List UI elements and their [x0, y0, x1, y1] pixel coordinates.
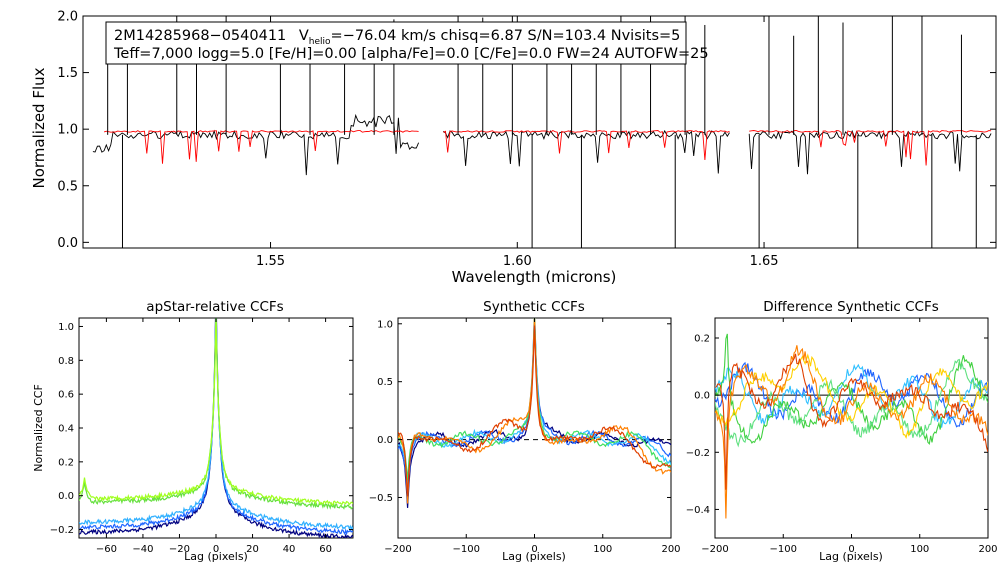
synthetic-ccf-line-visit1	[398, 318, 671, 508]
x-tick-label: 100	[593, 544, 612, 555]
apstar-ccf-line-visit4	[79, 318, 353, 510]
difference-ccf-line-visit4	[715, 358, 988, 448]
y-tick-label: 0.0	[377, 435, 393, 446]
apstar-plot-area	[79, 318, 353, 538]
spectrum-annotation-box: 2M14285968−0540411 Vhelio=−76.04 km/s ch…	[105, 21, 709, 65]
apstar-ccf-title: apStar-relative CCFs	[146, 299, 283, 315]
x-tick-label: 20	[246, 544, 259, 555]
x-tick-label: 0	[848, 544, 854, 555]
apstar-x-ticks: −60 −40 −20 0 20 40 60	[96, 318, 332, 555]
x-tick-label: −200	[384, 544, 411, 555]
y-tick-label: 0.2	[58, 457, 74, 468]
x-tick-label: −200	[701, 544, 728, 555]
y-tick-label: −0.4	[686, 505, 710, 516]
synthetic-ccf-panel: Synthetic CCFs −200 −100 0 100 200 −0.5 0.0 0.…	[369, 299, 681, 563]
synthetic-ccf-line-visit2	[398, 318, 671, 502]
x-tick-label: 100	[910, 544, 929, 555]
x-tick-label: 0	[531, 544, 537, 555]
x-tick-label: 0	[213, 544, 219, 555]
apstar-ccf-line-visit3	[79, 318, 353, 531]
synthetic-spectrum-line	[749, 130, 992, 166]
y-tick-label: 1.0	[377, 319, 393, 330]
x-tick-label: 1.55	[256, 254, 285, 269]
apstar-ccf-line-visit2	[79, 318, 353, 536]
y-tick-label: 0.5	[57, 179, 78, 194]
difference-ccf-line-visit2	[715, 363, 988, 428]
difference-ccf-line-visit6	[715, 345, 988, 519]
x-tick-label: −60	[96, 544, 117, 555]
spectrum-y-axis-label: Normalized Flux	[30, 67, 48, 188]
x-tick-label: 200	[978, 544, 997, 555]
synthetic-ccf-line-visit3	[398, 318, 671, 489]
x-tick-label: 1.60	[503, 254, 532, 269]
x-tick-label: −40	[132, 544, 153, 555]
difference-y-ticks: −0.4 −0.2 0.0 0.2	[686, 334, 988, 516]
x-tick-label: 200	[661, 544, 680, 555]
spectrum-panel: 1.55 1.60 1.65 0.0 0.5 1.0 1.5 2.0 Wavelength …	[30, 10, 997, 286]
difference-ccf-line-visit5	[715, 353, 988, 439]
spectrum-axes-frame	[82, 15, 997, 249]
y-tick-label: −0.2	[686, 448, 710, 459]
y-tick-label: 0.2	[694, 334, 710, 345]
annotation-line-1: 2M14285968−0540411 Vhelio=−76.04 km/s ch…	[114, 28, 680, 47]
synthetic-plot-area	[398, 318, 671, 508]
spectrum-x-axis-label: Wavelength (microns)	[452, 268, 617, 286]
y-tick-label: 0.0	[57, 236, 78, 251]
difference-x-ticks: −200 −100 0 100 200	[701, 318, 998, 555]
synthetic-ccf-title: Synthetic CCFs	[483, 299, 585, 315]
y-tick-label: 0.0	[58, 491, 74, 502]
y-tick-label: 0.4	[58, 424, 74, 435]
y-tick-label: 1.0	[57, 123, 78, 138]
annotation-line-2: Teff=7,000 logg=5.0 [Fe/H]=0.00 [alpha/F…	[113, 46, 709, 62]
synthetic-x-axis-label: Lag (pixels)	[502, 550, 566, 563]
spectrum-y-ticks: 0.0 0.5 1.0 1.5 2.0	[57, 10, 996, 251]
difference-plot-area	[715, 333, 988, 519]
synthetic-x-ticks: −200 −100 0 100 200	[384, 318, 681, 555]
synthetic-spectrum-line	[103, 130, 419, 164]
difference-ccf-line-visit3	[715, 333, 988, 445]
apstar-y-ticks: −0.2 0.0 0.2 0.4 0.6 0.8 1.0	[50, 322, 353, 536]
y-tick-label: 0.6	[58, 390, 74, 401]
apstar-x-axis-label: Lag (pixels)	[184, 550, 248, 563]
apstar-ccf-panel: apStar-relative CCFs −60 −40 −20 0 20 40 60 −0…	[32, 299, 354, 563]
observed-spectrum-line	[92, 113, 420, 176]
x-tick-label: −20	[169, 544, 190, 555]
y-tick-label: 1.0	[58, 322, 74, 333]
x-tick-label: −100	[770, 544, 797, 555]
observed-spectrum-line	[443, 129, 730, 174]
synthetic-spectrum-line	[443, 129, 730, 161]
synthetic-y-ticks: −0.5 0.0 0.5 1.0	[369, 319, 671, 504]
x-tick-label: 1.65	[750, 254, 779, 269]
apstar-y-axis-label: Normalized CCF	[32, 384, 45, 472]
difference-ccf-panel: Difference Synthetic CCFs −200 −100 0 100 20…	[686, 299, 998, 563]
difference-ccf-title: Difference Synthetic CCFs	[763, 299, 939, 315]
apstar-ccf-line-visit1	[79, 318, 353, 538]
x-tick-label: 60	[319, 544, 332, 555]
y-tick-label: 0.5	[377, 377, 393, 388]
x-tick-label: −100	[453, 544, 480, 555]
apstar-ccf-line-visit5	[79, 318, 353, 506]
y-tick-label: 1.5	[57, 66, 78, 81]
difference-x-axis-label: Lag (pixels)	[819, 550, 883, 563]
y-tick-label: −0.2	[50, 525, 74, 536]
spectrum-x-ticks: 1.55 1.60 1.65	[256, 16, 779, 269]
synthetic-ccf-line-visit6	[398, 325, 671, 497]
y-tick-label: 2.0	[57, 10, 78, 25]
y-tick-label: −0.5	[369, 493, 393, 504]
y-tick-label: 0.8	[58, 356, 74, 367]
difference-ccf-line-visit7	[715, 353, 988, 490]
y-tick-label: 0.0	[694, 391, 710, 402]
observed-spectrum-line	[748, 129, 992, 175]
x-tick-label: 40	[283, 544, 296, 555]
